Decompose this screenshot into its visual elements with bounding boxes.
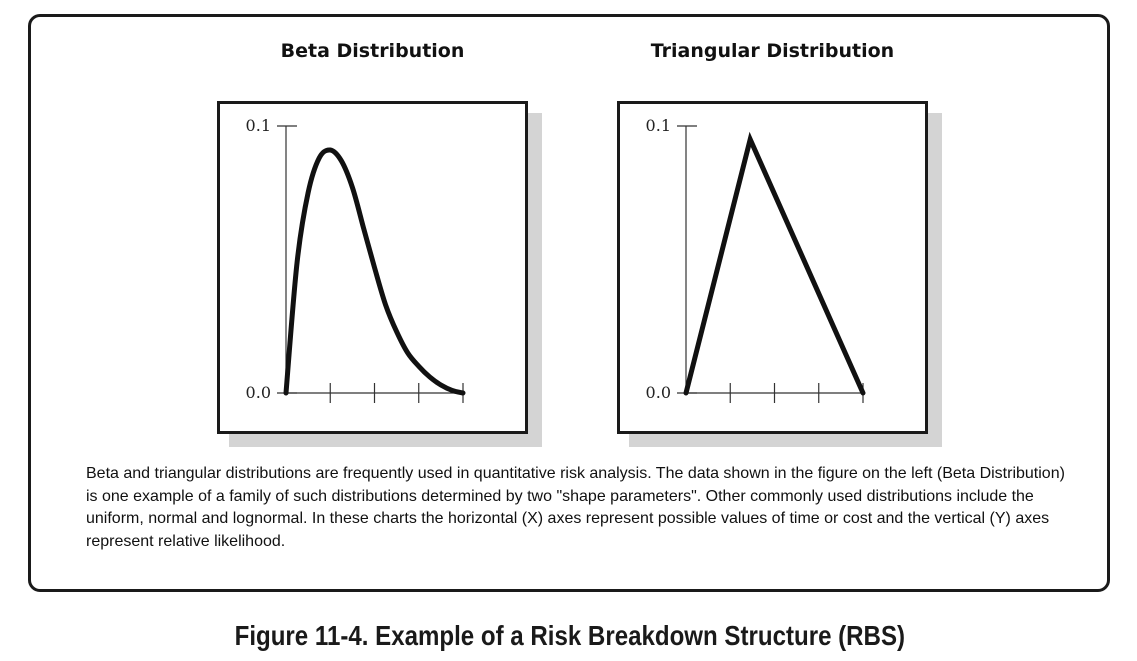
chart-panel-triangular: 0.1 0.0 xyxy=(617,101,928,434)
distribution-curve xyxy=(283,147,466,396)
y-tick-label: 0.0 xyxy=(246,383,271,402)
explanatory-caption: Beta and triangular distributions are fr… xyxy=(86,465,1065,550)
chart-title-beta: Beta Distribution xyxy=(280,40,465,62)
y-tick-label: 0.0 xyxy=(646,383,671,402)
chart-title-triangular: Triangular Distribution xyxy=(650,40,895,62)
figure-frame xyxy=(28,14,1110,592)
chart-panel-beta: 0.1 0.0 xyxy=(217,101,528,434)
triangular-distribution-chart: 0.1 0.0 xyxy=(646,116,866,403)
y-tick-label: 0.1 xyxy=(246,116,271,135)
distribution-curve xyxy=(683,131,866,396)
beta-distribution-chart: 0.1 0.0 xyxy=(246,116,466,403)
y-tick-label: 0.1 xyxy=(646,116,671,135)
figure-caption: Figure 11-4. Example of a Risk Breakdown… xyxy=(234,620,906,651)
